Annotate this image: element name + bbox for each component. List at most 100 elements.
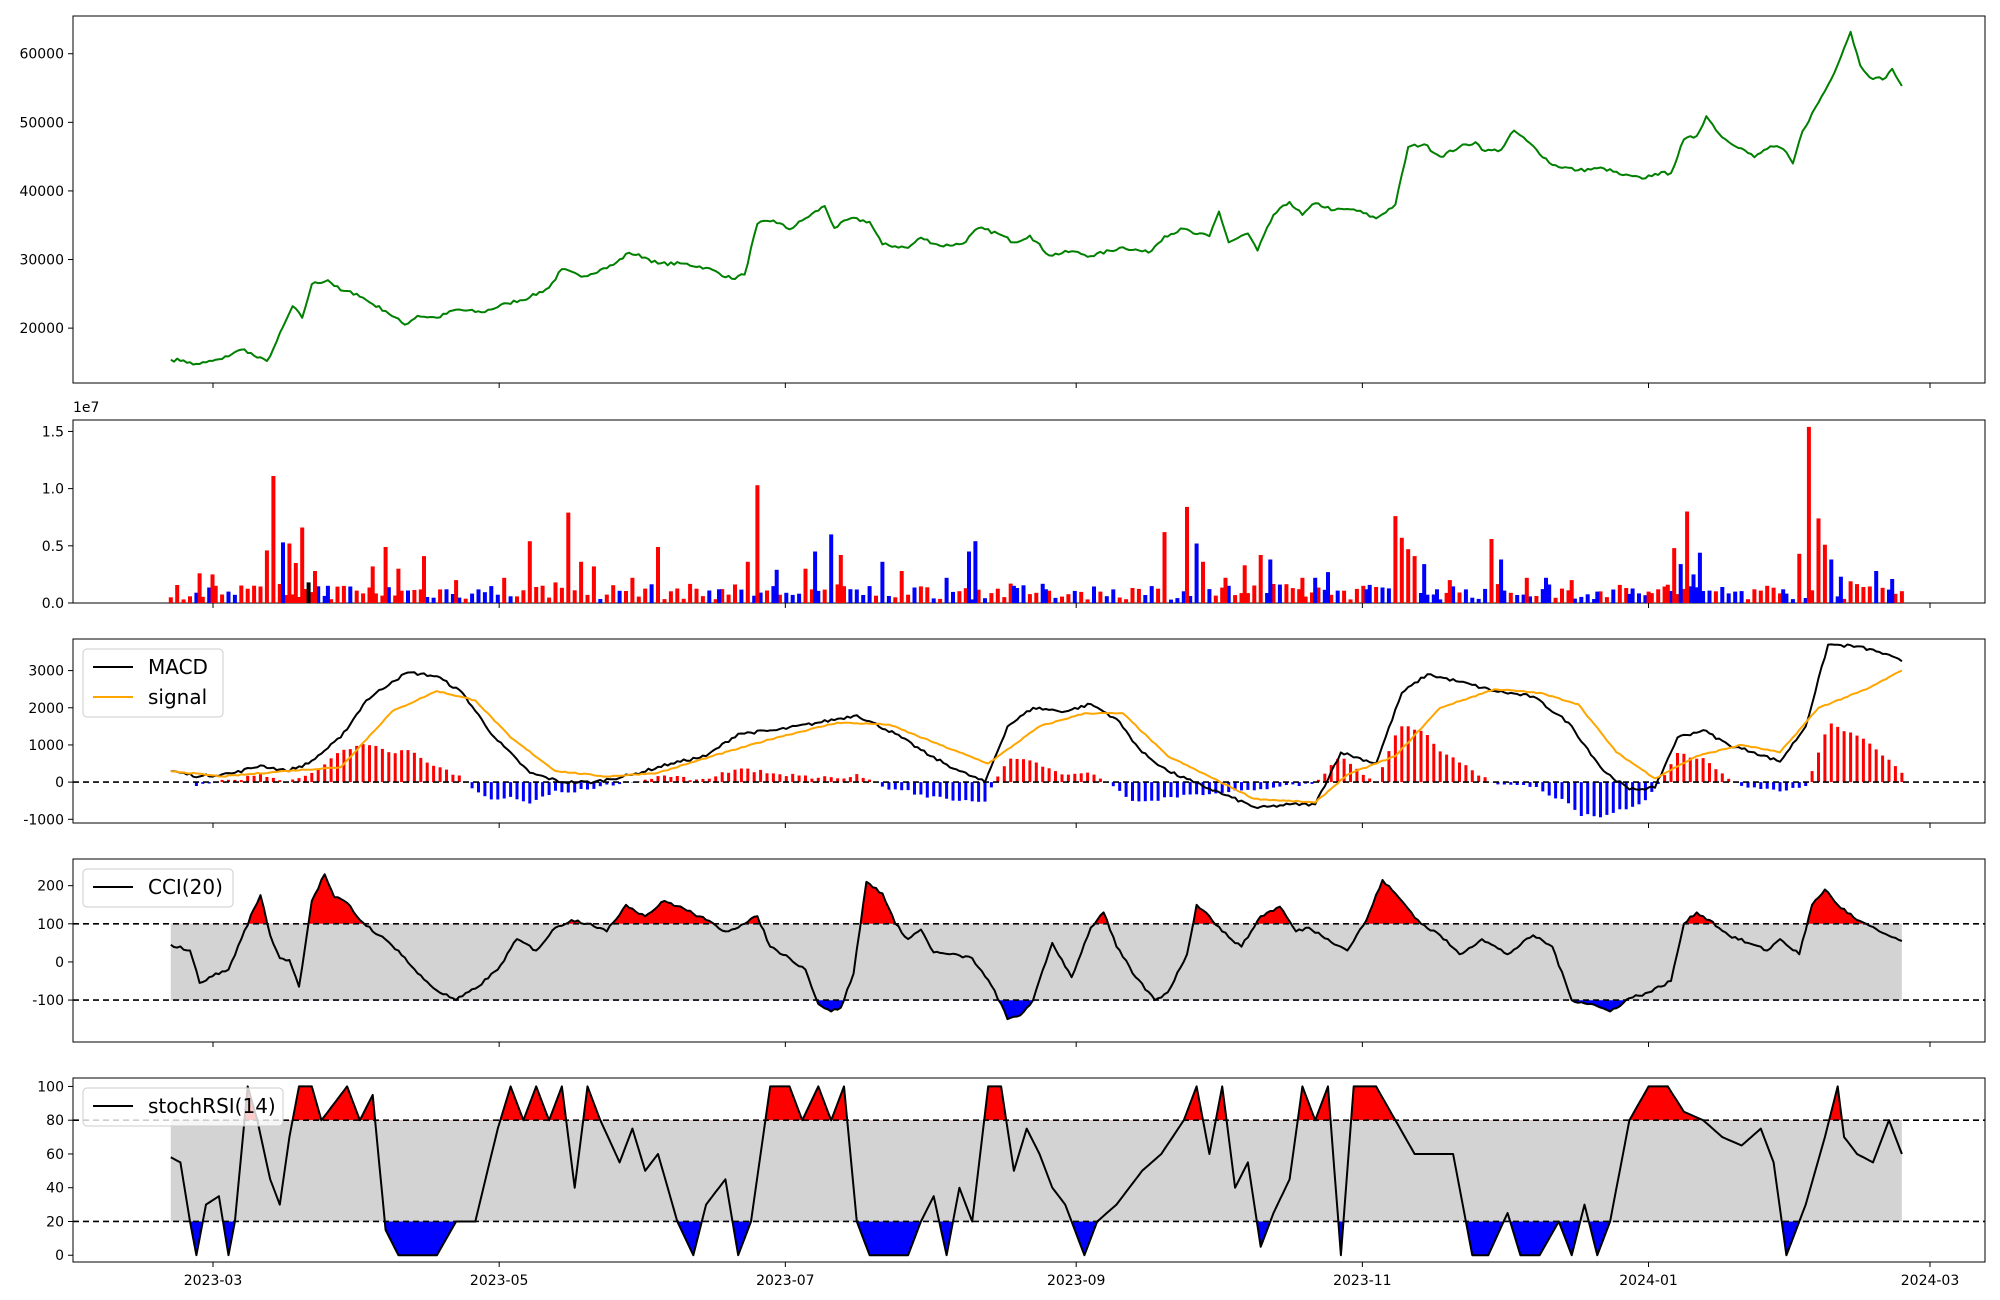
volume-bar [1342, 590, 1347, 603]
stochrsi-band [170, 1120, 1902, 1222]
macd-histogram-bar [259, 774, 262, 783]
volume-bar [1515, 595, 1520, 603]
macd-histogram-bar [1451, 757, 1455, 783]
volume-bar [765, 590, 769, 603]
macd-histogram-bar [1316, 779, 1320, 783]
volume-bar [1528, 596, 1532, 603]
volume-bar [367, 587, 372, 603]
macd-histogram-bar [393, 753, 397, 783]
volume-bar [1893, 593, 1898, 603]
volume-bar [1499, 559, 1504, 603]
macd-histogram-bar [1663, 775, 1667, 783]
macd-histogram-bar [650, 778, 654, 783]
macd-histogram-bar [1118, 782, 1122, 791]
macd-histogram-bar [207, 782, 211, 784]
volume-bar [1335, 590, 1340, 603]
macd-histogram-bar [682, 776, 686, 783]
volume-bar [188, 596, 192, 603]
volume-bar [521, 590, 526, 603]
macd-histogram-bar [1534, 782, 1538, 787]
macd-histogram-bar [1323, 773, 1327, 783]
volume-bar [425, 597, 430, 603]
macd-histogram-bar [265, 777, 269, 783]
volume-bar [1117, 597, 1122, 603]
legend-label: signal [148, 685, 207, 709]
volume-bar [306, 582, 311, 603]
macd-histogram-bar [765, 773, 769, 783]
volume-bar [1694, 587, 1699, 603]
volume-bar [983, 598, 987, 603]
volume-bar [967, 551, 971, 603]
volume-bar [861, 595, 866, 603]
volume-bar [373, 593, 378, 603]
volume-bar [1181, 591, 1186, 603]
volume-bar [1855, 584, 1859, 603]
stochrsi-panel-frame [72, 1077, 1986, 1263]
volume-bar [1136, 588, 1141, 603]
stochrsi-ytick-label: 40 [46, 1181, 64, 1197]
volume-bar [1483, 588, 1488, 603]
macd-histogram-bar [1406, 726, 1410, 783]
volume-bar [944, 577, 949, 603]
price-ytick-label: 60000 [19, 47, 64, 63]
volume-bar [1451, 586, 1456, 603]
volume-bar [1521, 594, 1526, 603]
x-tick-label: 2023-11 [1333, 1273, 1392, 1289]
volume-bar [1701, 591, 1706, 603]
volume-bar [1316, 587, 1321, 603]
macd-histogram-bar [727, 772, 731, 783]
stochrsi-ytick-label: 20 [46, 1214, 64, 1230]
macd-histogram-bar [1836, 726, 1840, 783]
volume-bar [630, 577, 635, 603]
macd-histogram-bar [816, 777, 820, 783]
volume-bar [1021, 585, 1026, 603]
legend-label: CCI(20) [148, 875, 223, 899]
volume-bar [755, 485, 760, 603]
volume-bar [309, 592, 314, 603]
volume-bar [277, 584, 282, 603]
volume-bar [457, 597, 462, 603]
volume-bar [1569, 580, 1574, 603]
volume-bar [1015, 588, 1020, 603]
volume-bar [1572, 598, 1577, 603]
volume-bar [1374, 587, 1379, 603]
macd-histogram-bar [1054, 771, 1057, 783]
macd-histogram-bar [1502, 782, 1506, 785]
volume-bar [1092, 586, 1096, 603]
macd-histogram-bar [919, 782, 923, 795]
volume-bar [1665, 584, 1670, 603]
volume-bar [925, 587, 930, 603]
volume-bar [797, 593, 802, 603]
volume-bar [1040, 583, 1045, 603]
volume-bar [995, 588, 1000, 603]
price-panel-frame [72, 15, 1986, 384]
volume-bar [1544, 577, 1548, 603]
volume-bar [1899, 591, 1904, 603]
volume-bar [1386, 588, 1391, 603]
volume-bar [1790, 599, 1795, 603]
volume-bar [1595, 591, 1600, 603]
volume-bar [1675, 594, 1680, 603]
macd-histogram-bar [579, 782, 583, 789]
macd-histogram-bar [1631, 782, 1635, 807]
volume-bar [1156, 588, 1161, 603]
volume-bar [1566, 590, 1571, 603]
volume-bar [726, 594, 731, 603]
macd-histogram-bar [477, 782, 480, 793]
macd-histogram-bar [1188, 782, 1192, 795]
macd-histogram-bar [1637, 782, 1641, 805]
macd-histogram-bar [534, 782, 538, 800]
macd-histogram-bar [1515, 782, 1519, 785]
legend: MACD signal [82, 648, 224, 718]
volume-bar [1303, 596, 1308, 603]
macd-histogram-bar [893, 782, 897, 790]
volume-bar [931, 598, 936, 603]
volume-bar [1043, 589, 1048, 603]
macd-histogram-bar [1028, 760, 1032, 783]
volume-bar [813, 551, 818, 603]
macd-histogram-bar [1387, 751, 1391, 783]
x-tick-label: 2023-05 [470, 1273, 529, 1289]
stochrsi-ytick-label: 60 [46, 1147, 64, 1163]
macd-histogram-bar [1829, 723, 1833, 783]
